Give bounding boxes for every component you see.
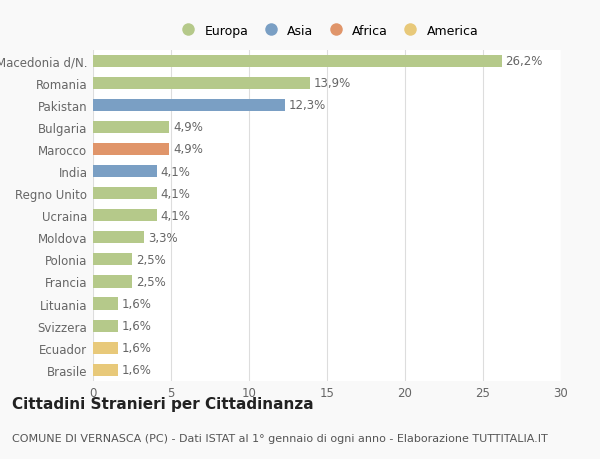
Text: 3,3%: 3,3% [148,231,178,244]
Text: 1,6%: 1,6% [122,341,152,354]
Text: 26,2%: 26,2% [506,55,543,68]
Bar [93,210,157,222]
Text: 4,9%: 4,9% [173,121,203,134]
Bar [93,342,118,354]
Bar [93,276,132,288]
Bar [93,122,169,134]
Text: 2,5%: 2,5% [136,253,166,266]
Bar [93,56,502,67]
Text: 4,9%: 4,9% [173,143,203,156]
Text: COMUNE DI VERNASCA (PC) - Dati ISTAT al 1° gennaio di ogni anno - Elaborazione T: COMUNE DI VERNASCA (PC) - Dati ISTAT al … [12,433,548,442]
Bar [93,232,145,244]
Bar [93,254,132,266]
Text: 4,1%: 4,1% [161,209,191,222]
Bar [93,166,157,178]
Text: 4,1%: 4,1% [161,187,191,200]
Text: 1,6%: 1,6% [122,319,152,332]
Text: 1,6%: 1,6% [122,364,152,376]
Bar [93,320,118,332]
Text: Cittadini Stranieri per Cittadinanza: Cittadini Stranieri per Cittadinanza [12,397,314,412]
Text: 12,3%: 12,3% [289,99,326,112]
Bar [93,144,169,156]
Text: 13,9%: 13,9% [314,77,351,90]
Bar [93,188,157,200]
Bar [93,78,310,90]
Text: 4,1%: 4,1% [161,165,191,178]
Legend: Europa, Asia, Africa, America: Europa, Asia, Africa, America [176,25,478,38]
Text: 2,5%: 2,5% [136,275,166,288]
Bar [93,100,285,112]
Text: 1,6%: 1,6% [122,297,152,310]
Bar [93,364,118,376]
Bar [93,298,118,310]
